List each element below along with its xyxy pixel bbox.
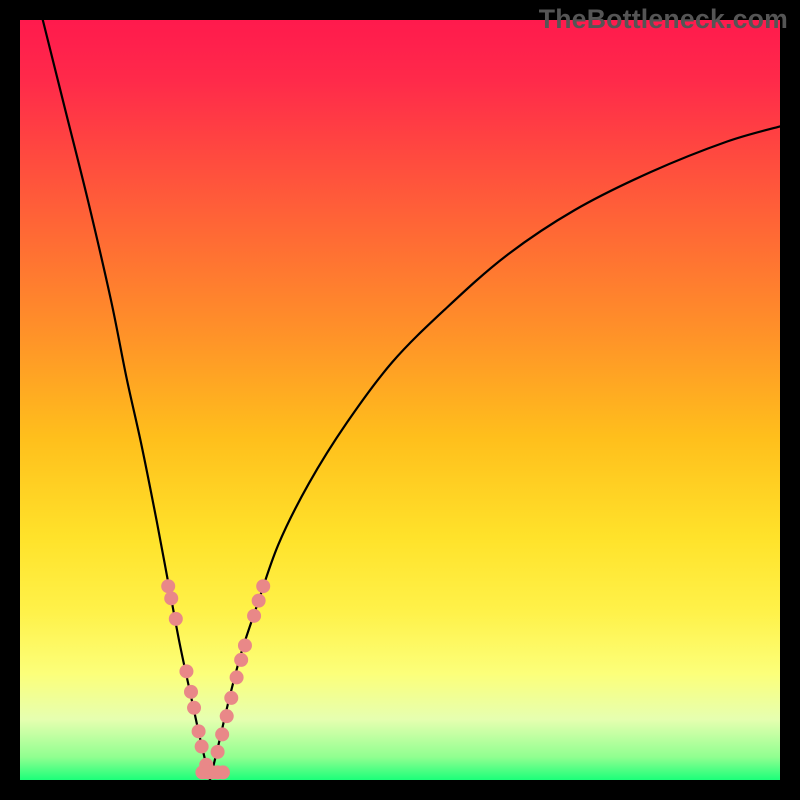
data-marker [179, 664, 193, 678]
data-marker [234, 653, 248, 667]
data-marker [195, 740, 209, 754]
data-marker [184, 685, 198, 699]
data-marker [192, 724, 206, 738]
data-marker [256, 579, 270, 593]
markers-valley [195, 765, 230, 779]
data-marker [224, 691, 238, 705]
chart-background [20, 20, 780, 780]
data-marker [220, 709, 234, 723]
data-marker [211, 745, 225, 759]
data-marker [230, 670, 244, 684]
chart-svg [0, 0, 800, 800]
data-marker [164, 591, 178, 605]
data-marker [169, 612, 183, 626]
data-marker [247, 609, 261, 623]
data-marker [252, 594, 266, 608]
chart-root: TheBottleneck.com [0, 0, 800, 800]
watermark-text: TheBottleneck.com [539, 4, 788, 35]
data-marker [216, 765, 230, 779]
data-marker [187, 701, 201, 715]
data-marker [161, 579, 175, 593]
data-marker [238, 638, 252, 652]
data-marker [215, 727, 229, 741]
